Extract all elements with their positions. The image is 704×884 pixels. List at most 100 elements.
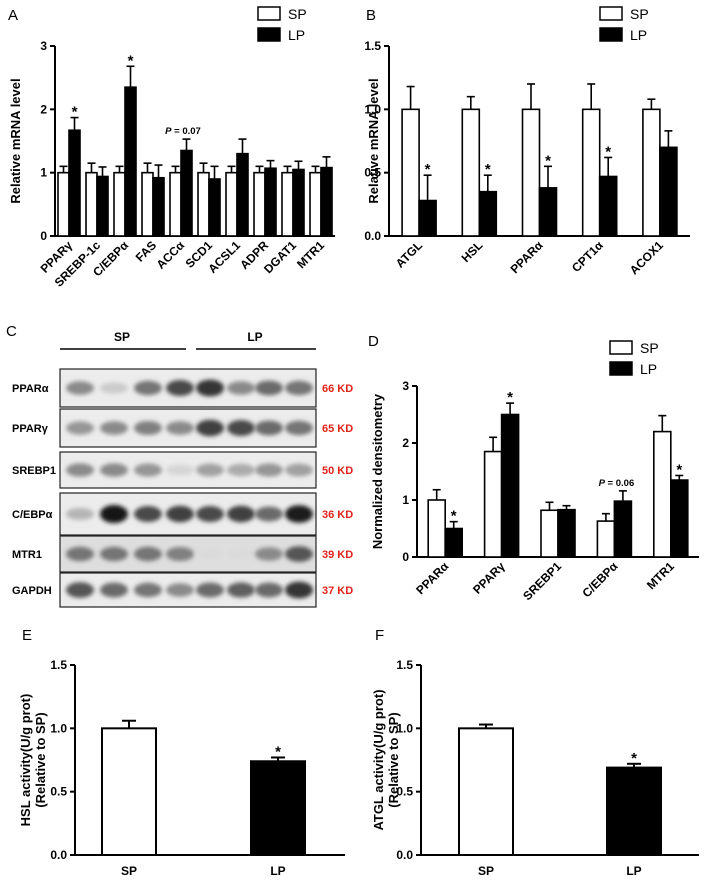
x-tick-label: SP bbox=[121, 864, 137, 878]
blot-row: MTR1 39 KD bbox=[12, 535, 353, 573]
p-value-annotation: P = 0.06 bbox=[599, 478, 635, 489]
y-tick-label: 1.0 bbox=[364, 102, 381, 116]
legend-label-LP: LP bbox=[640, 361, 657, 377]
blot-band bbox=[166, 464, 194, 476]
y-axis-title: Relative mRNA level bbox=[366, 78, 381, 203]
significance-star: * bbox=[676, 461, 682, 478]
blot-row: GAPDH 37 KD bbox=[12, 572, 353, 608]
bar-SP-9 bbox=[309, 171, 322, 237]
blot-band bbox=[227, 582, 255, 598]
panel-label-e: E bbox=[22, 627, 32, 644]
legend-swatch-LP bbox=[257, 27, 281, 42]
blot-band bbox=[196, 506, 224, 522]
x-tick-label: LP bbox=[270, 864, 285, 878]
x-tick-label: PPARα bbox=[413, 559, 452, 598]
x-tick-label: PPARγ bbox=[470, 559, 508, 597]
blot-band bbox=[66, 546, 94, 562]
p-italic: P bbox=[599, 478, 606, 489]
y-tick-label: 1.5 bbox=[364, 39, 381, 53]
bar-LP-0 bbox=[68, 129, 81, 237]
blot-band bbox=[285, 420, 313, 436]
bar-SP-7 bbox=[253, 171, 266, 237]
x-tick-label: HSL bbox=[459, 238, 486, 265]
x-tick-label: CPT1α bbox=[569, 238, 606, 275]
significance-star: * bbox=[545, 152, 551, 169]
bar-LP-8 bbox=[292, 168, 305, 237]
bar-SP-4 bbox=[169, 171, 182, 237]
bar-LP-2 bbox=[557, 508, 576, 558]
bar-LP-3 bbox=[613, 500, 633, 558]
bar-SP-0 bbox=[57, 171, 70, 237]
blot-band bbox=[255, 547, 283, 561]
x-tick-label: SREBP1 bbox=[520, 559, 564, 603]
bar-LP-7 bbox=[264, 167, 277, 237]
blot-kd-label: 36 KD bbox=[322, 509, 353, 521]
blot-band bbox=[100, 582, 128, 598]
significance-star: * bbox=[128, 52, 134, 69]
y-tick-label: 2 bbox=[402, 436, 409, 450]
blot-band bbox=[285, 505, 313, 523]
blot-band bbox=[134, 546, 162, 562]
blot-band bbox=[134, 380, 162, 396]
blot-protein-label: PPARα bbox=[12, 383, 49, 395]
y-axis-title: Relative mRNA level bbox=[8, 78, 23, 203]
blot-band bbox=[255, 582, 283, 598]
chart-E: 0.0 0.5 1.0 1.5 HSL activity(U/g prot)(Relat… bbox=[18, 658, 345, 878]
y-title-line: ATGL activity(U/g prot) bbox=[371, 689, 386, 830]
y-axis-title: HSL activity(U/g prot)(Relative to SP) bbox=[18, 694, 48, 827]
blot-band bbox=[196, 463, 224, 477]
blot-row: PPARγ 65 KD bbox=[12, 408, 353, 448]
blot-row: SREBP1 50 KD bbox=[12, 451, 353, 489]
y-tick-label: 0.0 bbox=[50, 848, 67, 862]
chart-B: 0.0 0.5 1.0 1.5 Relative mRNA level * ATGL * HSL… bbox=[364, 6, 690, 277]
bar-LP-4 bbox=[659, 146, 678, 237]
blot-band bbox=[255, 380, 283, 396]
legend-swatch-LP bbox=[609, 361, 633, 376]
bar-SP bbox=[101, 727, 157, 856]
p-italic: P bbox=[165, 126, 172, 137]
blot-band bbox=[100, 463, 128, 477]
y-title-line: (Relative to SP) bbox=[386, 712, 401, 807]
panel-label-a: A bbox=[8, 7, 18, 24]
significance-star: * bbox=[72, 104, 78, 121]
bar-LP-3 bbox=[598, 175, 618, 237]
blot-band bbox=[196, 548, 224, 560]
panel-label-b: B bbox=[366, 7, 376, 24]
blot-band bbox=[227, 420, 255, 436]
x-tick-label: ACSL1 bbox=[205, 238, 243, 276]
y-tick-label: 0.5 bbox=[364, 166, 381, 180]
blot-protein-label: PPARγ bbox=[12, 423, 49, 435]
legend-label-LP: LP bbox=[630, 27, 647, 43]
blot-band bbox=[134, 421, 162, 435]
blot-band bbox=[196, 379, 224, 397]
y-tick-label: 1 bbox=[40, 166, 47, 180]
bar-LP-1 bbox=[500, 413, 520, 558]
blot-kd-label: 65 KD bbox=[322, 423, 353, 435]
y-tick-label: 1.5 bbox=[396, 658, 413, 672]
blot-band bbox=[285, 546, 313, 562]
legend-label-SP: SP bbox=[288, 6, 307, 22]
bar-SP-5 bbox=[197, 171, 210, 237]
blot-band bbox=[255, 506, 283, 522]
blot-band bbox=[166, 421, 194, 435]
blot-band bbox=[196, 582, 224, 598]
bar-LP-2 bbox=[538, 187, 558, 237]
x-tick-label: PPARα bbox=[508, 238, 547, 277]
legend-swatch-SP bbox=[599, 6, 623, 21]
significance-star: * bbox=[425, 161, 431, 178]
blot-group-lp: LP bbox=[247, 330, 262, 344]
y-tick-label: 0 bbox=[40, 229, 47, 243]
bar-LP-1 bbox=[478, 190, 498, 237]
significance-star: * bbox=[631, 750, 637, 767]
bar-LP-6 bbox=[236, 152, 249, 237]
blot-band bbox=[166, 583, 194, 597]
bar-SP-4 bbox=[642, 108, 661, 237]
y-tick-label: 0.5 bbox=[50, 785, 67, 799]
significance-star: * bbox=[507, 389, 513, 406]
bar-LP-3 bbox=[152, 176, 165, 237]
blot-row: C/EBPα 36 KD bbox=[12, 492, 353, 536]
blot-protein-label: GAPDH bbox=[12, 585, 52, 597]
blot-band bbox=[285, 463, 313, 477]
blot-band bbox=[66, 381, 94, 395]
